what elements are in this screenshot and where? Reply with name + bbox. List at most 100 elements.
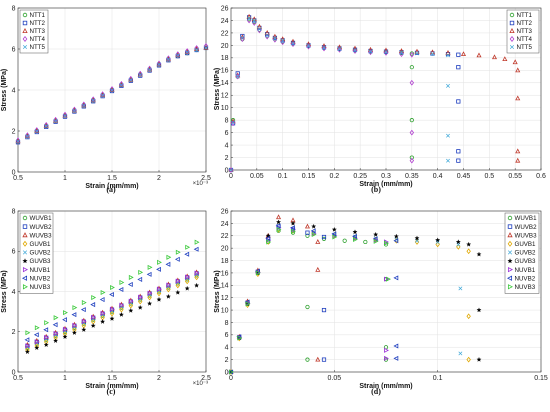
- data-point: [240, 36, 245, 43]
- x-tick-label: 0.05: [328, 375, 342, 382]
- data-point: [110, 88, 114, 92]
- data-point: [445, 49, 451, 55]
- data-point: [90, 302, 96, 308]
- data-point: [157, 259, 162, 265]
- x-tick-label: 0.15: [302, 173, 316, 180]
- data-point: [119, 279, 125, 285]
- data-point: [91, 98, 96, 103]
- data-point: [63, 326, 68, 332]
- legend-label: WUVB3: [515, 232, 538, 239]
- data-point: [435, 241, 440, 248]
- series-nuvb2: [228, 223, 399, 375]
- legend-label: GUVB3: [30, 258, 52, 265]
- data-point: [34, 339, 40, 345]
- x-tick-label: 1: [63, 375, 67, 382]
- data-point: [194, 274, 199, 281]
- data-point: [291, 41, 295, 46]
- data-point: [24, 337, 30, 343]
- data-point: [193, 246, 199, 252]
- data-point: [466, 313, 471, 320]
- data-point: [91, 295, 97, 301]
- data-point: [368, 49, 373, 54]
- data-point: [321, 307, 327, 313]
- data-point: [280, 39, 285, 43]
- data-point: [166, 55, 171, 62]
- data-point: [81, 101, 87, 108]
- data-point: [137, 70, 143, 77]
- y-tick-label: 8: [225, 320, 229, 327]
- y-tick-label: 24: [221, 221, 229, 228]
- data-point: [62, 317, 67, 323]
- y-tick-label: 16: [221, 68, 229, 75]
- data-point: [515, 148, 521, 154]
- data-point: [237, 335, 243, 341]
- y-tick-label: 10: [221, 105, 229, 112]
- data-point: [137, 276, 143, 282]
- data-point: [119, 306, 124, 313]
- data-point: [128, 75, 134, 82]
- legend-label: WUVB1: [515, 215, 538, 222]
- data-point: [458, 286, 463, 291]
- data-point: [90, 323, 96, 328]
- legend-label: NTT3: [30, 28, 46, 35]
- data-point: [137, 298, 143, 305]
- data-point: [119, 82, 124, 87]
- data-point: [228, 167, 234, 172]
- x-tick-label: 2: [157, 375, 161, 382]
- legend-label: NTT2: [30, 20, 46, 27]
- data-point: [34, 127, 40, 133]
- data-point: [109, 291, 114, 298]
- x-tick-label: 0.5: [484, 173, 494, 180]
- legend-marker: [22, 224, 28, 229]
- y-axis-label: Stress (MPa): [1, 270, 8, 312]
- data-point: [81, 318, 87, 324]
- data-point: [409, 129, 415, 136]
- x-tick-label: 0: [229, 173, 233, 180]
- data-point: [231, 120, 236, 125]
- data-point: [409, 157, 415, 164]
- data-point: [399, 51, 404, 57]
- data-point: [456, 244, 461, 250]
- x-tick-label: 2.5: [201, 175, 211, 182]
- legend-label: NTT5: [30, 44, 46, 51]
- x-tick-label: 1: [63, 175, 67, 182]
- x-tick-label: 1.5: [107, 175, 117, 182]
- data-point: [305, 230, 310, 235]
- panel-label: (a): [106, 185, 116, 194]
- legend-marker: [21, 275, 28, 281]
- legend-marker: [22, 266, 29, 273]
- data-point: [393, 233, 399, 239]
- series-nuvb3: [229, 227, 391, 375]
- data-point: [175, 278, 181, 284]
- data-point: [342, 238, 347, 243]
- y-tick-label: 2: [12, 329, 16, 336]
- data-point: [476, 251, 482, 257]
- x-tick-label: 2.5: [201, 375, 211, 382]
- legend-label: NUVB2: [515, 275, 536, 282]
- data-point: [229, 168, 233, 172]
- data-point: [276, 227, 282, 233]
- data-point: [252, 19, 257, 24]
- data-point: [81, 327, 87, 332]
- data-point: [100, 93, 105, 98]
- legend-label: NTT5: [517, 44, 533, 51]
- data-point: [156, 60, 162, 67]
- data-point: [272, 36, 278, 43]
- data-point: [446, 83, 450, 88]
- x-tick-label: 0.35: [405, 173, 419, 180]
- data-point: [446, 53, 450, 58]
- data-point: [502, 56, 508, 62]
- data-point: [409, 118, 414, 123]
- legend-label: NUVB1: [30, 267, 51, 274]
- data-point: [476, 307, 482, 313]
- data-point: [235, 74, 240, 79]
- x-tick-label: 0.55: [508, 173, 522, 180]
- data-point: [383, 49, 389, 56]
- data-point: [175, 282, 181, 289]
- data-point: [194, 270, 200, 276]
- data-point: [373, 238, 379, 244]
- data-point: [386, 276, 391, 282]
- data-point: [128, 274, 134, 280]
